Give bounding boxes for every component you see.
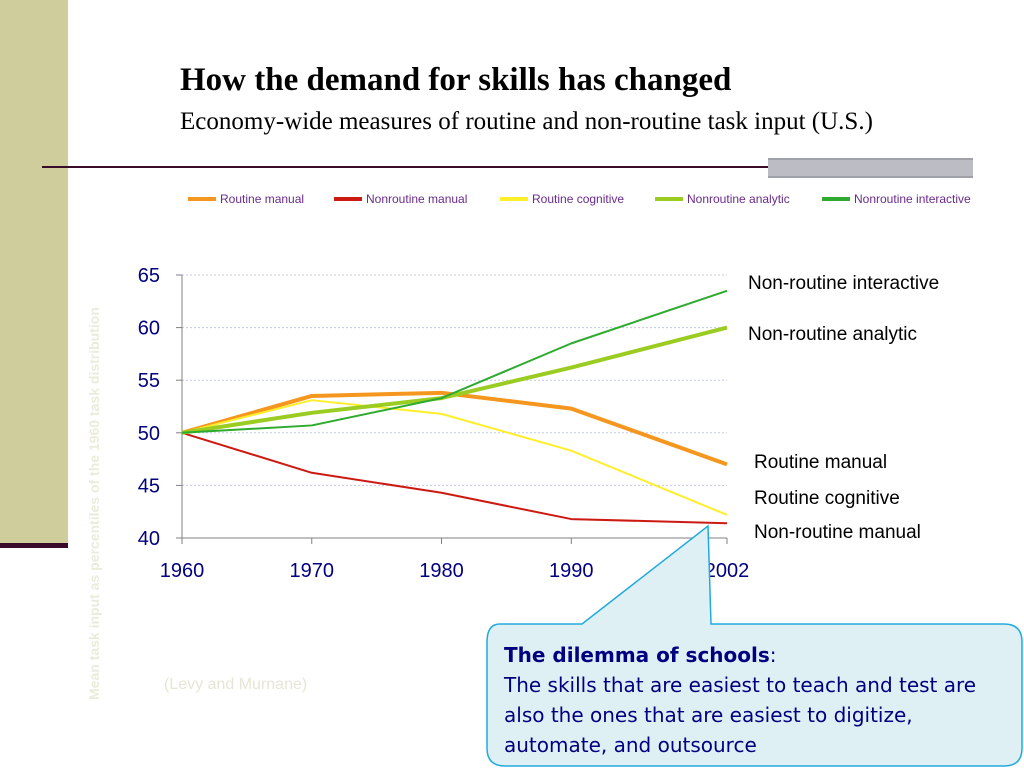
slide-subtitle: Economy-wide measures of routine and non… <box>180 108 873 135</box>
y-tick-label: 40 <box>138 528 160 550</box>
x-tick-label: 1960 <box>160 560 205 582</box>
legend-label: Routine manual <box>220 192 304 206</box>
series-annotation: Routine cognitive <box>754 488 900 509</box>
series-annotation: Routine manual <box>754 452 887 473</box>
legend-label: Routine cognitive <box>532 192 624 206</box>
callout-body: The skills that are easiest to teach and… <box>504 673 977 757</box>
series-line <box>181 289 728 434</box>
title-divider-line <box>42 166 972 168</box>
callout-heading-suffix: : <box>769 643 777 667</box>
left-divider-line <box>0 543 68 548</box>
series-annotation: Non-routine manual <box>754 522 921 543</box>
legend-label: Nonroutine interactive <box>854 192 971 206</box>
callout-heading: The dilemma of schools <box>504 643 770 667</box>
series-annotation: Non-routine interactive <box>748 273 939 294</box>
series-line <box>181 431 728 525</box>
series-line <box>181 399 728 516</box>
callout-text: The dilemma of schools: The skills that … <box>504 640 1004 760</box>
title-divider-block <box>768 158 973 178</box>
left-decorative-band <box>0 0 68 545</box>
callout-bubble <box>486 524 1023 767</box>
x-tick-label: 1970 <box>290 560 335 582</box>
x-tick-label: 1990 <box>549 560 594 582</box>
slide-title: How the demand for skills has changed <box>180 62 732 98</box>
y-tick-label: 50 <box>138 423 160 445</box>
x-tick-label: 1980 <box>419 560 464 582</box>
source-credit: (Levy and Murnane) <box>164 676 308 693</box>
series-annotation: Non-routine analytic <box>748 324 917 345</box>
y-tick-label: 65 <box>138 265 160 287</box>
y-tick-label: 60 <box>138 318 160 340</box>
series-line <box>181 390 728 467</box>
legend-label: Nonroutine analytic <box>687 192 790 206</box>
y-tick-label: 45 <box>138 475 160 497</box>
legend-label: Nonroutine manual <box>366 192 467 206</box>
y-tick-label: 55 <box>138 370 160 392</box>
x-tick-label: 2002 <box>705 560 750 582</box>
